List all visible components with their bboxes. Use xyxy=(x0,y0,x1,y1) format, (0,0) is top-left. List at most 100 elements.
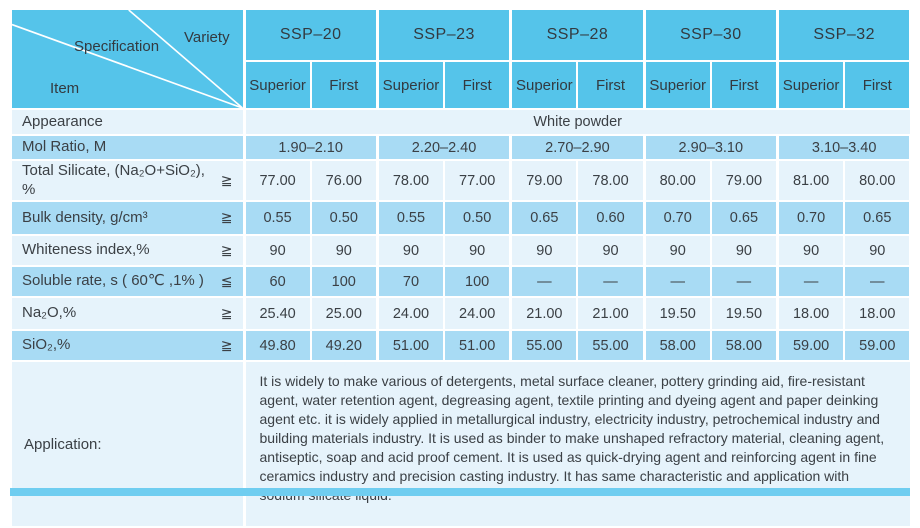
grade-header: Superior xyxy=(376,60,446,110)
sio2-value: 55.00 xyxy=(509,329,579,362)
total-silicate-value: 81.00 xyxy=(776,159,846,202)
whiteness-value: 90 xyxy=(443,234,513,267)
na2o-value: 19.50 xyxy=(643,296,712,331)
criterion-sign-lte: ≦ xyxy=(220,272,233,289)
row-label-appearance: Appearance xyxy=(10,108,246,136)
bulk-density-value: 0.55 xyxy=(376,200,446,236)
bulk-density-value: 0.60 xyxy=(576,200,646,236)
sio2-value: 55.00 xyxy=(576,329,646,362)
criterion-sign-gte: ≧ xyxy=(220,304,233,321)
row-label-total-silicate: Total Silicate, (Na₂O+SiO₂), % ≧ xyxy=(10,159,246,202)
mol-ratio-value: 3.10–3.40 xyxy=(776,134,913,161)
row-bulk-density: Bulk density, g/cm³ ≧ 0.55 0.50 0.55 0.5… xyxy=(10,200,913,236)
whiteness-value: 90 xyxy=(709,234,779,267)
product-header-ssp28: SSP–28 xyxy=(509,8,646,62)
grade-header: First xyxy=(843,60,913,110)
product-header-ssp30: SSP–30 xyxy=(643,8,780,62)
bulk-density-value: 0.55 xyxy=(243,200,312,236)
grade-header: Superior xyxy=(776,60,846,110)
soluble-rate-value: 100 xyxy=(443,265,513,298)
total-silicate-value: 78.00 xyxy=(376,159,446,202)
na2o-value: 25.40 xyxy=(243,296,312,331)
whiteness-value: 90 xyxy=(843,234,913,267)
whiteness-value: 90 xyxy=(576,234,646,267)
diagonal-divider-lines xyxy=(13,11,241,107)
row-whiteness-index: Whiteness index,% ≧ 90 90 90 90 90 90 90… xyxy=(10,234,913,267)
row-soluble-rate: Soluble rate, s ( 60℃ ,1% ) ≦ 60 100 70 … xyxy=(10,265,913,298)
criterion-sign-gte: ≧ xyxy=(220,336,233,353)
row-label-soluble-rate: Soluble rate, s ( 60℃ ,1% ) ≦ xyxy=(10,265,246,298)
na2o-value: 25.00 xyxy=(309,296,379,331)
bulk-density-value: 0.50 xyxy=(309,200,379,236)
soluble-rate-value: 70 xyxy=(376,265,446,298)
mol-ratio-value: 1.90–2.10 xyxy=(242,134,379,161)
criterion-sign-gte: ≧ xyxy=(220,209,233,226)
sio2-value: 59.00 xyxy=(843,329,913,362)
specification-table: Specification Variety Item SSP–20 SSP–23… xyxy=(10,8,913,528)
sio2-value: 49.80 xyxy=(243,329,312,362)
sio2-value: 51.00 xyxy=(376,329,446,362)
sio2-value: 58.00 xyxy=(709,329,779,362)
product-header-ssp23: SSP–23 xyxy=(376,8,513,62)
row-mol-ratio: Mol Ratio, M 1.90–2.10 2.20–2.40 2.70–2.… xyxy=(10,134,913,161)
whiteness-value: 90 xyxy=(243,234,312,267)
corner-label-variety: Variety xyxy=(184,29,230,46)
soluble-rate-value: 100 xyxy=(309,265,379,298)
row-total-silicate: Total Silicate, (Na₂O+SiO₂), % ≧ 77.00 7… xyxy=(10,159,913,202)
header-row-products: Specification Variety Item SSP–20 SSP–23… xyxy=(10,8,913,110)
grade-header: Superior xyxy=(643,60,712,110)
grade-header: Superior xyxy=(243,60,312,110)
grade-header: First xyxy=(709,60,779,110)
na2o-value: 18.00 xyxy=(843,296,913,331)
row-appearance: Appearance White powder xyxy=(10,108,912,136)
total-silicate-value: 77.00 xyxy=(243,159,312,202)
soluble-rate-value: — xyxy=(576,265,646,298)
na2o-value: 18.00 xyxy=(776,296,846,331)
na2o-value: 24.00 xyxy=(376,296,446,331)
mol-ratio-value: 2.90–3.10 xyxy=(643,134,780,161)
application-text: It is widely to make various of detergen… xyxy=(243,360,912,528)
mol-ratio-value: 2.20–2.40 xyxy=(376,134,513,161)
row-label-sio2: SiO₂,% ≧ xyxy=(10,329,246,362)
grade-header: First xyxy=(443,60,513,110)
bulk-density-value: 0.70 xyxy=(776,200,846,236)
sio2-value: 59.00 xyxy=(776,329,846,362)
product-header-ssp20: SSP–20 xyxy=(242,8,379,62)
mol-ratio-value: 2.70–2.90 xyxy=(509,134,646,161)
header-row-grades: Superior First Superior First Superior F… xyxy=(11,60,913,110)
total-silicate-value: 79.00 xyxy=(709,159,779,202)
criterion-sign-gte: ≧ xyxy=(220,241,233,258)
application-label: Application: xyxy=(10,360,246,528)
whiteness-value: 90 xyxy=(376,234,446,267)
total-silicate-value: 77.00 xyxy=(443,159,513,202)
row-na2o: Na₂O,% ≧ 25.40 25.00 24.00 24.00 21.00 2… xyxy=(10,296,913,331)
soluble-rate-value: 60 xyxy=(243,265,312,298)
whiteness-value: 90 xyxy=(776,234,846,267)
bulk-density-value: 0.70 xyxy=(643,200,712,236)
row-label-bulk-density: Bulk density, g/cm³ ≧ xyxy=(10,200,246,236)
whiteness-value: 90 xyxy=(509,234,579,267)
whiteness-value: 90 xyxy=(643,234,712,267)
sio2-value: 58.00 xyxy=(643,329,712,362)
row-application: Application: It is widely to make variou… xyxy=(10,360,912,528)
soluble-rate-value: — xyxy=(643,265,712,298)
bulk-density-value: 0.65 xyxy=(509,200,579,236)
grade-header: First xyxy=(576,60,646,110)
soluble-rate-value: — xyxy=(843,265,913,298)
row-sio2: SiO₂,% ≧ 49.80 49.20 51.00 51.00 55.00 5… xyxy=(10,329,913,362)
bottom-divider-bar xyxy=(10,488,910,496)
row-label-na2o: Na₂O,% ≧ xyxy=(10,296,246,331)
corner-label-specification: Specification xyxy=(74,38,160,55)
na2o-value: 21.00 xyxy=(576,296,646,331)
bulk-density-value: 0.65 xyxy=(843,200,913,236)
bulk-density-value: 0.50 xyxy=(443,200,513,236)
total-silicate-value: 76.00 xyxy=(309,159,379,202)
soluble-rate-value: — xyxy=(509,265,579,298)
grade-header: First xyxy=(309,60,379,110)
na2o-value: 19.50 xyxy=(709,296,779,331)
soluble-rate-value: — xyxy=(709,265,779,298)
soluble-rate-value: — xyxy=(776,265,846,298)
sio2-value: 51.00 xyxy=(443,329,513,362)
row-label-mol-ratio: Mol Ratio, M xyxy=(10,134,246,161)
na2o-value: 21.00 xyxy=(509,296,579,331)
